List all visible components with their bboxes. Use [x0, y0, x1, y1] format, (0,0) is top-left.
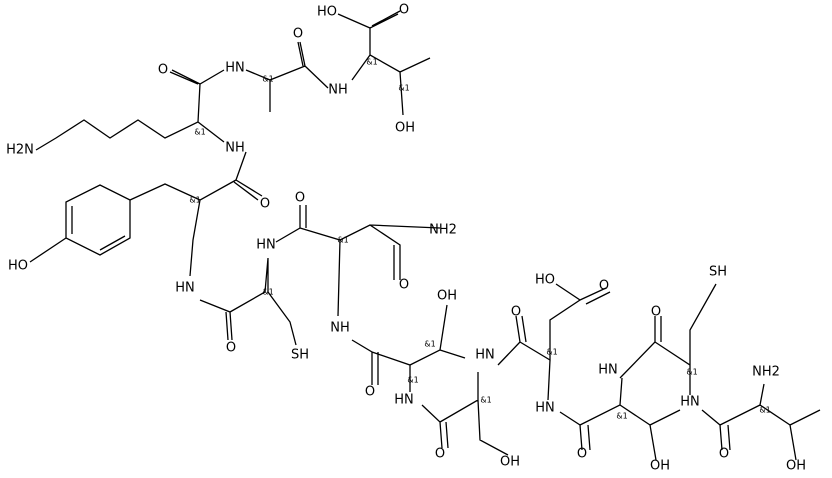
atom-label: &1 [686, 368, 697, 377]
atom-label: H2N [6, 143, 34, 158]
atom-label: O [399, 278, 409, 293]
atom-label: O [293, 27, 303, 42]
atom-label: NH [328, 83, 348, 98]
atom-label: &1 [398, 84, 409, 93]
atom-label: HN [475, 348, 495, 363]
atom-label: HO [317, 5, 337, 20]
atom-label: HN [175, 281, 195, 296]
atom-label: HN [256, 238, 276, 253]
atom-label: HO [8, 259, 28, 274]
atom-label: O [599, 279, 609, 294]
atom-label: HN [535, 401, 555, 416]
atom-label: OH [437, 289, 457, 304]
atom-label: O [511, 305, 521, 320]
atom-label: NH2 [752, 365, 780, 380]
atom-label: NH [330, 321, 350, 336]
atom-label: OH [650, 459, 670, 474]
atom-label: &1 [262, 288, 273, 297]
atom-label: O [435, 447, 445, 462]
atom-label: HN [598, 363, 618, 378]
atom-label: O [365, 385, 375, 400]
atom-label: O [295, 191, 305, 206]
atom-label: O [651, 305, 661, 320]
atom-label: NH [225, 141, 245, 156]
atom-label: &1 [480, 396, 491, 405]
atom-label: &1 [424, 340, 435, 349]
atom-label: O [226, 341, 236, 356]
atom-label: &1 [759, 406, 770, 415]
bonds [29, 10, 821, 461]
atom-label: &1 [337, 236, 348, 245]
atom-label: OH [786, 459, 806, 474]
bond [29, 10, 821, 461]
atom-label: HN [225, 61, 245, 76]
atom-label: &1 [407, 376, 418, 385]
atom-label: NH2 [429, 223, 457, 238]
atom-label: O [158, 63, 168, 78]
atom-label: O [577, 447, 587, 462]
atom-label: OH [500, 455, 520, 470]
atom-label: SH [709, 265, 727, 280]
atom-label: O [399, 3, 409, 18]
atom-label: &1 [366, 58, 377, 67]
atom-label: &1 [194, 128, 205, 137]
atom-label: O [719, 447, 729, 462]
atom-label: &1 [262, 75, 273, 84]
atom-label: &1 [189, 196, 200, 205]
atom-label: O [260, 197, 270, 212]
atom-label: OH [395, 121, 415, 136]
atom-label: HO [535, 273, 555, 288]
atom-label: SH [291, 348, 309, 363]
atom-label: HN [680, 395, 700, 410]
atom-label: HN [394, 393, 414, 408]
atom-label: &1 [616, 412, 627, 421]
atom-label: &1 [546, 348, 557, 357]
